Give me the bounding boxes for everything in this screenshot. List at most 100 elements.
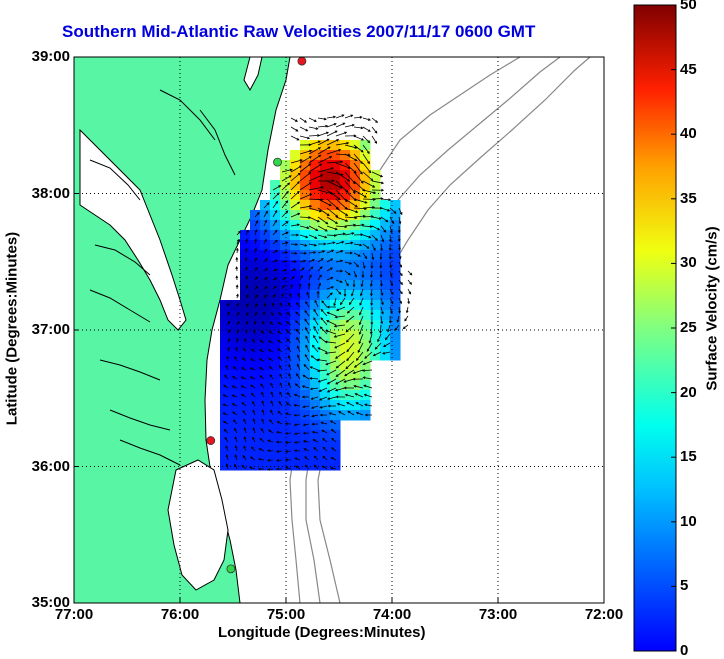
x-ticks xyxy=(73,598,605,603)
velocity-arrow xyxy=(326,160,344,164)
velocity-cell xyxy=(250,240,261,251)
velocity-arrow xyxy=(370,270,373,278)
velocity-arrow xyxy=(317,124,329,128)
velocity-cell xyxy=(330,360,341,371)
velocity-cell xyxy=(390,340,401,351)
velocity-arrow xyxy=(259,349,265,353)
velocity-cell xyxy=(290,150,301,161)
velocity-arrow xyxy=(362,252,368,260)
velocity-arrow xyxy=(241,402,247,407)
velocity-cell xyxy=(350,180,361,191)
velocity-arrow xyxy=(334,342,346,349)
velocity-cell xyxy=(280,410,291,421)
velocity-arrow xyxy=(344,153,358,162)
velocity-cell xyxy=(340,160,351,171)
velocity-arrow xyxy=(370,288,373,297)
velocity-arrow xyxy=(224,374,229,380)
velocity-arrow xyxy=(250,384,256,389)
colorbar-ticks xyxy=(671,4,676,652)
velocity-arrow xyxy=(236,238,240,245)
velocity-arrow xyxy=(270,382,274,389)
velocity-cell xyxy=(230,410,241,421)
velocity-cell xyxy=(280,370,291,381)
velocity-cell xyxy=(320,150,331,161)
velocity-arrow xyxy=(371,135,378,144)
velocity-arrow xyxy=(364,413,373,417)
velocity-arrow xyxy=(371,180,385,185)
velocity-cell xyxy=(320,400,331,411)
velocity-cell xyxy=(270,410,281,421)
velocity-cell xyxy=(360,330,371,341)
velocity-arrow xyxy=(281,221,289,227)
velocity-cell xyxy=(380,240,391,251)
velocity-arrow xyxy=(270,311,274,317)
velocity-arrow xyxy=(387,324,391,333)
velocity-arrow xyxy=(370,261,374,269)
velocity-arrow xyxy=(272,239,278,245)
velocity-arrow xyxy=(370,306,374,316)
velocity-arrow xyxy=(295,311,301,317)
velocity-arrow xyxy=(261,409,265,416)
velocity-arrow xyxy=(280,293,284,299)
velocity-arrow xyxy=(271,302,275,308)
river-line xyxy=(159,89,216,141)
velocity-cell xyxy=(380,210,391,221)
velocity-arrow xyxy=(343,288,347,298)
velocity-cell xyxy=(340,220,351,231)
velocity-arrow xyxy=(325,329,337,335)
station-marker xyxy=(297,56,307,66)
velocity-cell xyxy=(290,280,301,291)
velocity-arrow xyxy=(398,288,403,295)
velocity-arrow xyxy=(299,156,312,164)
velocity-arrow xyxy=(346,333,355,343)
velocity-arrow xyxy=(263,229,267,236)
velocity-arrow xyxy=(321,429,328,434)
velocity-cell xyxy=(250,380,261,391)
velocity-cell xyxy=(310,140,321,151)
velocity-arrow xyxy=(361,270,365,279)
velocity-cell xyxy=(330,200,341,211)
velocity-arrow xyxy=(363,384,373,389)
velocity-cell xyxy=(260,320,271,331)
velocity-arrow xyxy=(308,117,317,122)
velocity-cell xyxy=(310,190,321,201)
velocity-cell xyxy=(310,260,321,271)
velocity-arrow xyxy=(335,171,351,182)
velocity-arrow xyxy=(268,340,274,344)
velocity-arrow xyxy=(317,274,322,281)
velocity-arrow xyxy=(272,209,278,218)
velocity-cell xyxy=(290,340,301,351)
velocity-cell xyxy=(220,440,231,451)
velocity-arrow xyxy=(232,411,238,416)
velocity-arrow xyxy=(263,302,267,308)
velocity-cell xyxy=(260,220,271,231)
velocity-cell xyxy=(260,390,271,401)
velocity-cell xyxy=(310,340,321,351)
velocity-arrow xyxy=(263,238,267,245)
velocity-arrow xyxy=(346,401,355,407)
velocity-arrow xyxy=(251,400,256,407)
velocity-cell xyxy=(320,240,331,251)
tick-label: 5 xyxy=(680,577,689,595)
velocity-cell xyxy=(220,300,231,311)
velocity-arrow xyxy=(317,282,321,290)
velocity-arrow xyxy=(269,321,274,326)
velocity-arrow xyxy=(317,347,328,353)
velocity-arrow xyxy=(226,302,230,308)
velocity-arrow xyxy=(286,330,292,335)
velocity-cell xyxy=(290,260,301,271)
velocity-cell xyxy=(340,360,351,371)
velocity-arrow xyxy=(325,360,337,366)
velocity-arrow xyxy=(299,135,311,140)
velocity-arrow xyxy=(358,315,364,326)
velocity-arrow xyxy=(318,396,328,401)
velocity-arrow xyxy=(320,308,328,317)
velocity-cell xyxy=(270,190,281,201)
velocity-cell xyxy=(270,300,281,311)
velocity-arrow xyxy=(335,232,346,236)
velocity-cell xyxy=(360,140,371,151)
velocity-cell xyxy=(370,230,381,241)
velocity-cell xyxy=(230,330,241,341)
velocity-cell xyxy=(300,440,311,451)
velocity-arrow xyxy=(326,115,337,119)
